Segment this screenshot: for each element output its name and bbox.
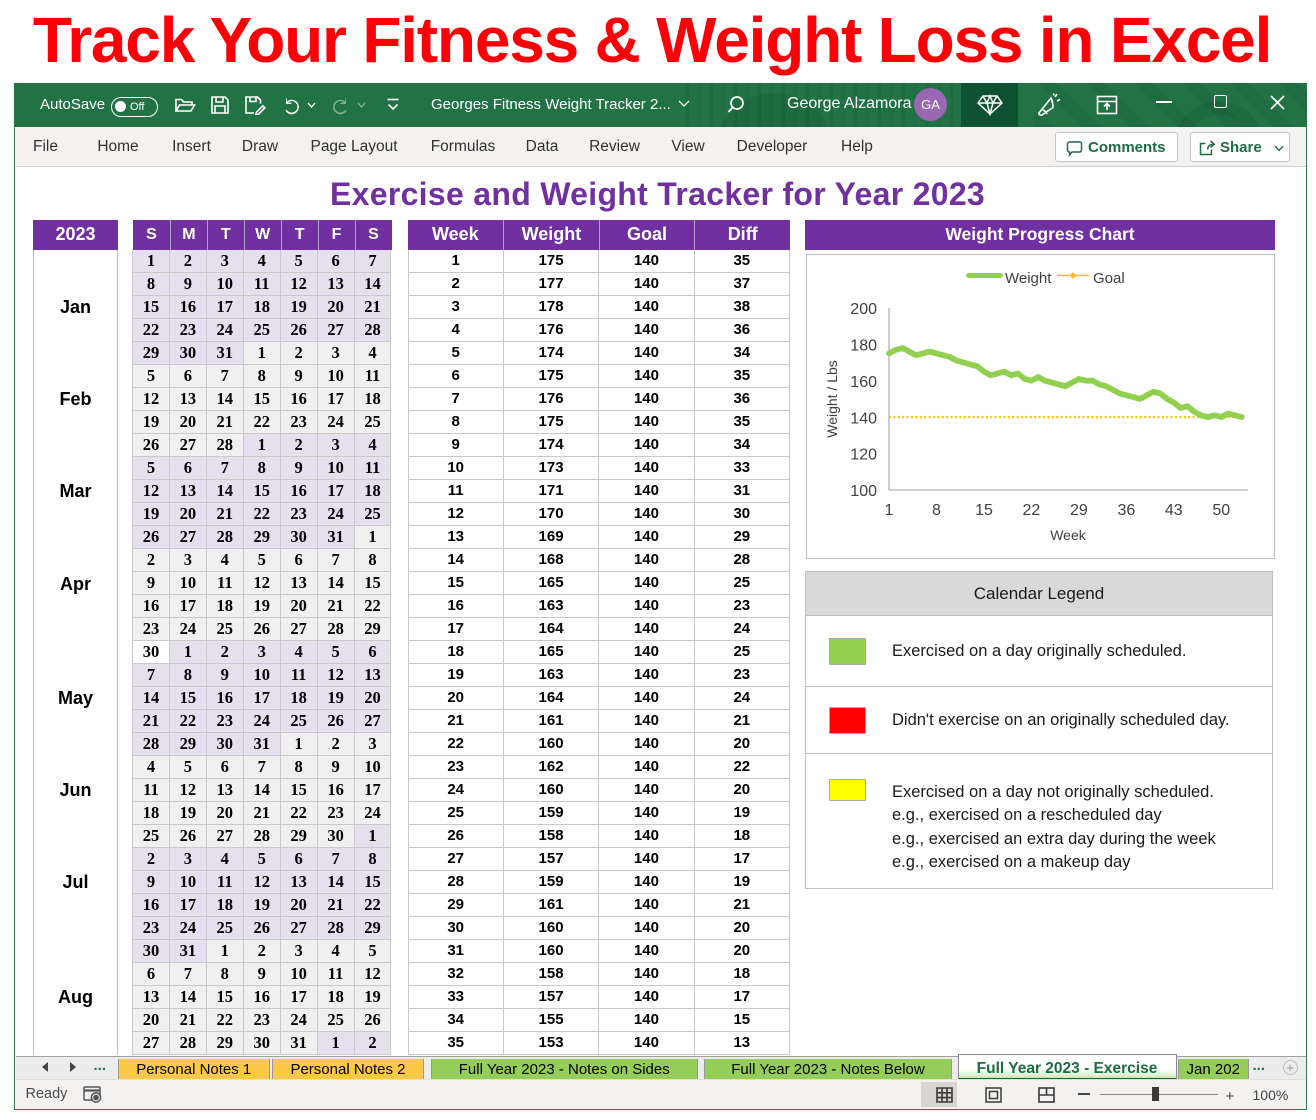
- svg-text:Week: Week: [1050, 527, 1087, 543]
- svg-text:100: 100: [850, 483, 877, 500]
- svg-text:160: 160: [850, 374, 877, 391]
- svg-text:120: 120: [850, 447, 877, 464]
- svg-text:Weight / Lbs: Weight / Lbs: [824, 360, 840, 438]
- svg-text:22: 22: [1023, 502, 1041, 519]
- svg-text:29: 29: [1070, 502, 1088, 519]
- svg-text:36: 36: [1118, 502, 1136, 519]
- svg-text:1: 1: [885, 502, 894, 519]
- svg-text:8: 8: [932, 502, 941, 519]
- svg-text:140: 140: [850, 410, 877, 427]
- svg-text:43: 43: [1165, 502, 1183, 519]
- svg-text:180: 180: [850, 337, 877, 354]
- svg-text:200: 200: [850, 301, 877, 318]
- svg-text:Goal: Goal: [1093, 270, 1125, 287]
- svg-text:Weight: Weight: [1005, 270, 1052, 287]
- svg-text:50: 50: [1212, 502, 1230, 519]
- svg-text:15: 15: [975, 502, 993, 519]
